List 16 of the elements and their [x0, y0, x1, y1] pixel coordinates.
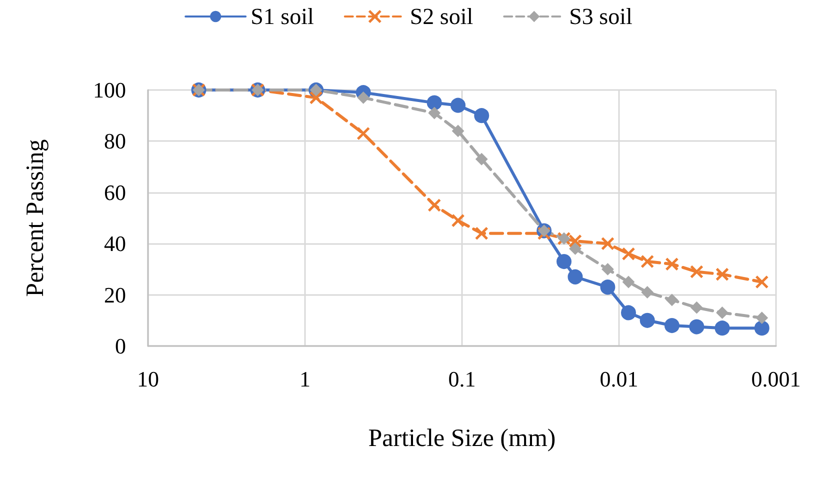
x-tick-label: 0.01: [600, 366, 638, 392]
y-axis-title: Percent Passing: [22, 138, 49, 297]
y-tick-label: 80: [104, 128, 126, 154]
x-tick-label: 1: [300, 366, 310, 392]
legend-label: S3 soil: [569, 4, 632, 29]
legend-label: S1 soil: [250, 4, 314, 29]
x-tick-label: 10: [137, 366, 159, 392]
y-tick-label: 60: [104, 180, 126, 205]
legend-label: S2 soil: [410, 4, 474, 29]
x-axis-title: Particle Size (mm): [368, 425, 556, 452]
y-tick-label: 20: [104, 282, 126, 308]
x-tick-label: 0.001: [751, 366, 801, 392]
y-tick-label: 0: [115, 334, 126, 358]
x-tick-label: 0.1: [448, 366, 476, 392]
y-tick-label: 40: [104, 231, 126, 256]
y-tick-label: 100: [93, 78, 126, 102]
